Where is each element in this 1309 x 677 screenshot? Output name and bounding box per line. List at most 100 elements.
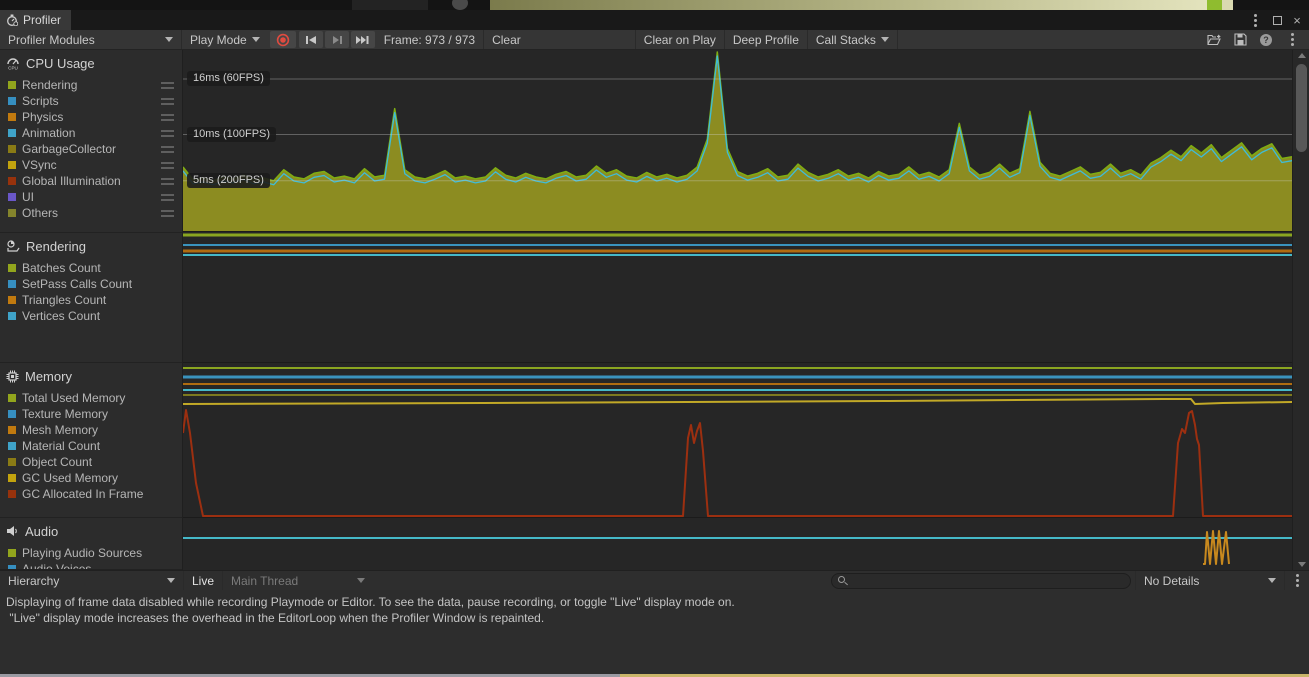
drag-handle-icon[interactable]: [161, 209, 174, 217]
chevron-down-icon: [357, 578, 366, 583]
search-input[interactable]: [831, 573, 1131, 589]
details-menu-button[interactable]: [1285, 571, 1309, 590]
counter-item-batches-count[interactable]: Batches Count: [8, 261, 178, 275]
module-header[interactable]: Audio: [6, 522, 58, 540]
help-button[interactable]: ?: [1253, 30, 1279, 49]
scrollbar-thumb[interactable]: [1296, 64, 1307, 152]
counter-label: GC Used Memory: [22, 471, 119, 485]
stopwatch-icon: [6, 14, 18, 26]
deep-profile-label: Deep Profile: [732, 32, 799, 47]
modules-scrollbar[interactable]: [1292, 50, 1309, 570]
memory-icon: [6, 370, 19, 383]
counter-item-total-used-memory[interactable]: Total Used Memory: [8, 391, 178, 405]
fps-guide-label: 10ms (100FPS): [187, 126, 277, 142]
clear-on-play-toggle[interactable]: Clear on Play: [636, 30, 724, 49]
counter-item-physics[interactable]: Physics: [8, 110, 178, 124]
status-line-2: "Live" display mode increases the overhe…: [6, 611, 545, 625]
counter-label: SetPass Calls Count: [22, 277, 133, 291]
live-toggle[interactable]: Live: [184, 571, 222, 590]
counter-item-vertices-count[interactable]: Vertices Count: [8, 309, 178, 323]
counter-item-object-count[interactable]: Object Count: [8, 455, 178, 469]
chevron-down-icon: [1268, 578, 1276, 583]
drag-handle-icon[interactable]: [161, 97, 174, 105]
memory-chart[interactable]: [183, 363, 1292, 518]
background-tan-segment: [1222, 0, 1233, 10]
drag-handle-icon[interactable]: [161, 177, 174, 185]
charts-area: 16ms (60FPS) 10ms (100FPS) 5ms (200FPS): [183, 50, 1292, 570]
drag-handle-icon[interactable]: [161, 81, 174, 89]
svg-text:CPU: CPU: [8, 66, 18, 70]
counter-item-material-count[interactable]: Material Count: [8, 439, 178, 453]
color-swatch: [8, 264, 16, 272]
step-forward-icon: [332, 35, 342, 44]
play-mode-dropdown[interactable]: Play Mode: [182, 30, 268, 49]
module-header[interactable]: CPU CPU Usage: [6, 54, 95, 72]
counter-item-garbagecollector[interactable]: GarbageCollector: [8, 142, 178, 156]
counter-item-ui[interactable]: UI: [8, 190, 178, 204]
maximize-icon: [1272, 15, 1282, 25]
drag-handle-icon[interactable]: [161, 113, 174, 121]
audio-chart[interactable]: [183, 518, 1292, 570]
details-mode-label: No Details: [1144, 573, 1200, 588]
chevron-down-icon: [167, 578, 175, 583]
counter-item-scripts[interactable]: Scripts: [8, 94, 178, 108]
counter-label: Scripts: [22, 94, 59, 108]
counter-item-gc-allocated-in-frame[interactable]: GC Allocated In Frame: [8, 487, 178, 501]
skip-back-button[interactable]: [298, 31, 323, 48]
deep-profile-toggle[interactable]: Deep Profile: [725, 30, 807, 49]
drag-handle-icon[interactable]: [161, 129, 174, 137]
profiler-modules-dropdown[interactable]: Profiler Modules: [0, 30, 181, 49]
module-section-audio: Audio Playing Audio Sources Audio Voices: [0, 518, 182, 570]
scroll-up-icon[interactable]: [1298, 53, 1306, 58]
counter-item-setpass-calls-count[interactable]: SetPass Calls Count: [8, 277, 178, 291]
counter-label: Global Illumination: [22, 174, 121, 188]
color-swatch: [8, 177, 16, 185]
counter-item-audio-voices[interactable]: Audio Voices: [8, 562, 178, 569]
counter-item-gc-used-memory[interactable]: GC Used Memory: [8, 471, 178, 485]
counter-item-others[interactable]: Others: [8, 206, 178, 220]
module-header[interactable]: Memory: [6, 367, 72, 385]
drag-handle-icon[interactable]: [161, 193, 174, 201]
drag-handle-icon[interactable]: [161, 145, 174, 153]
counter-item-rendering[interactable]: Rendering: [8, 78, 178, 92]
window-close-button[interactable]: ×: [1287, 10, 1307, 30]
cpu-usage-chart[interactable]: 16ms (60FPS) 10ms (100FPS) 5ms (200FPS): [183, 50, 1292, 232]
call-stacks-dropdown[interactable]: Call Stacks: [808, 30, 897, 49]
module-title: Audio: [25, 523, 59, 539]
rendering-chart[interactable]: [183, 233, 1292, 363]
details-view-dropdown[interactable]: Hierarchy: [0, 571, 183, 590]
counter-item-triangles-count[interactable]: Triangles Count: [8, 293, 178, 307]
tab-profiler[interactable]: Profiler: [0, 10, 72, 30]
step-forward-button[interactable]: [324, 31, 349, 48]
window-menu-button[interactable]: [1245, 10, 1265, 30]
counter-item-vsync[interactable]: VSync: [8, 158, 178, 172]
toolbar-menu-button[interactable]: [1279, 30, 1305, 49]
load-profile-button[interactable]: [1201, 30, 1227, 49]
color-swatch: [8, 113, 16, 121]
color-swatch: [8, 209, 16, 217]
record-button[interactable]: [269, 31, 296, 48]
counter-item-global-illumination[interactable]: Global Illumination: [8, 174, 178, 188]
counter-item-playing-audio-sources[interactable]: Playing Audio Sources: [8, 546, 178, 560]
counter-item-texture-memory[interactable]: Texture Memory: [8, 407, 178, 421]
save-profile-button[interactable]: [1227, 30, 1253, 49]
counter-label: Total Used Memory: [22, 391, 126, 405]
module-header[interactable]: Rendering: [6, 237, 86, 255]
color-swatch: [8, 442, 16, 450]
color-swatch: [8, 81, 16, 89]
scroll-down-icon[interactable]: [1298, 562, 1306, 567]
counter-item-mesh-memory[interactable]: Mesh Memory: [8, 423, 178, 437]
drag-handle-icon[interactable]: [161, 161, 174, 169]
counter-label: Rendering: [22, 78, 78, 92]
module-title: Rendering: [26, 238, 86, 254]
thread-dropdown[interactable]: Main Thread: [223, 571, 373, 590]
chevron-down-icon: [165, 37, 173, 42]
skip-last-button[interactable]: [350, 31, 375, 48]
counter-label: GC Allocated In Frame: [22, 487, 144, 501]
fps-guide-label: 16ms (60FPS): [187, 71, 270, 86]
counter-label: Texture Memory: [22, 407, 109, 421]
counter-item-animation[interactable]: Animation: [8, 126, 178, 140]
clear-button[interactable]: Clear: [484, 30, 529, 49]
window-maximize-button[interactable]: [1267, 10, 1287, 30]
details-mode-dropdown[interactable]: No Details: [1136, 571, 1284, 590]
